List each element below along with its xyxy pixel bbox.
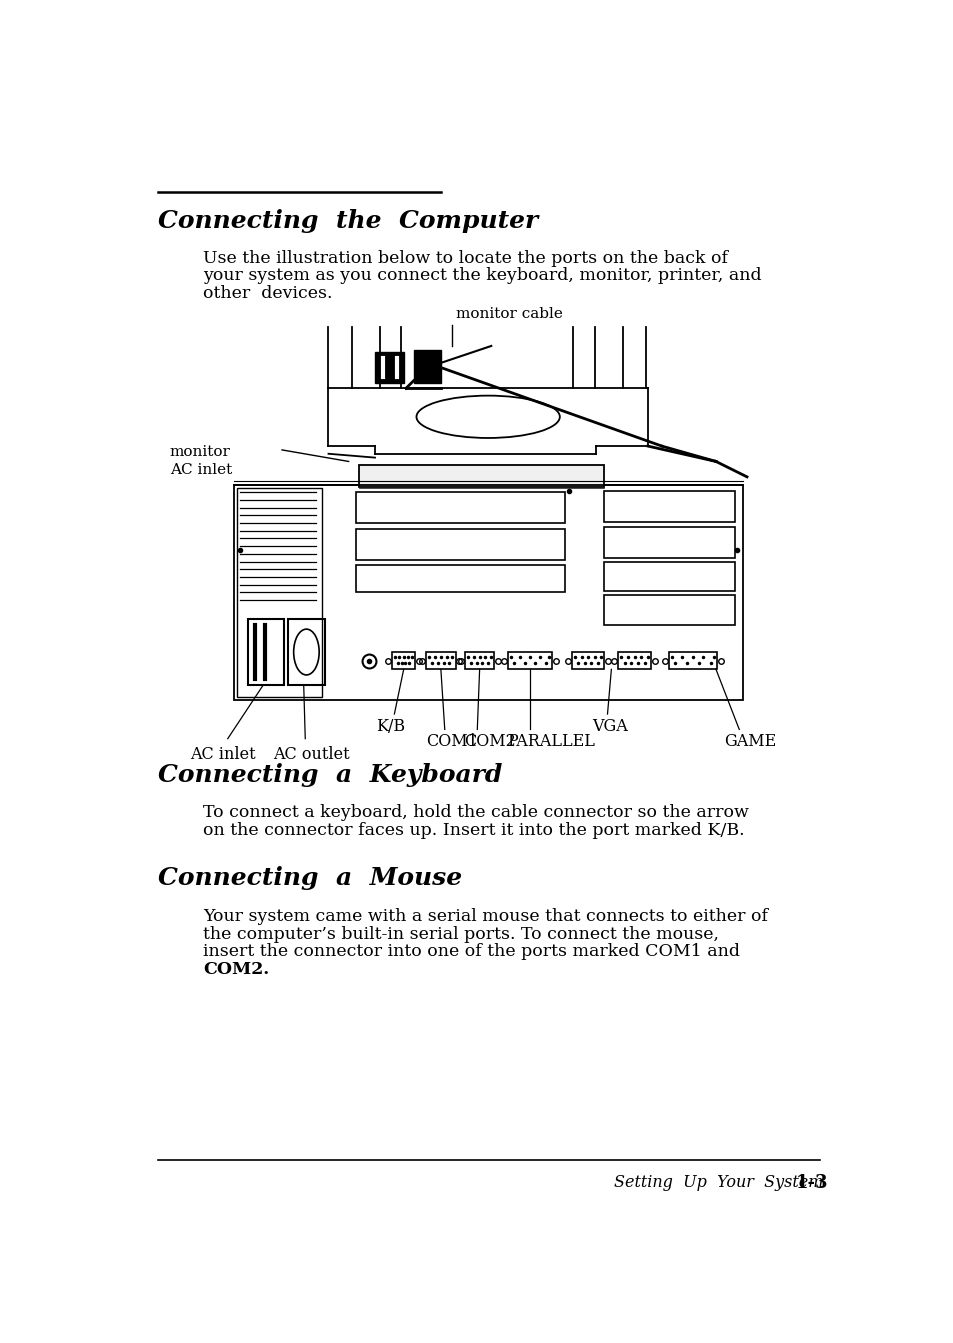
Text: GAME: GAME — [723, 733, 775, 751]
Text: Connecting  a  Mouse: Connecting a Mouse — [158, 866, 461, 889]
Text: Connecting  the  Computer: Connecting the Computer — [158, 210, 537, 232]
Text: To connect a keyboard, hold the cable connector so the arrow: To connect a keyboard, hold the cable co… — [203, 804, 748, 821]
Text: VGA: VGA — [592, 719, 627, 735]
Text: COM2: COM2 — [464, 733, 516, 751]
Text: Setting  Up  Your  System: Setting Up Your System — [613, 1174, 822, 1191]
Text: COM1: COM1 — [426, 733, 477, 751]
Text: insert the connector into one of the ports marked COM1 and: insert the connector into one of the por… — [203, 944, 740, 960]
Text: Use the illustration below to locate the ports on the back of: Use the illustration below to locate the… — [203, 250, 727, 267]
Polygon shape — [414, 349, 440, 383]
Text: on the connector faces up. Insert it into the port marked K/B.: on the connector faces up. Insert it int… — [203, 822, 743, 839]
Polygon shape — [359, 465, 603, 488]
Text: PARALLEL: PARALLEL — [506, 733, 594, 751]
Text: 1-3: 1-3 — [795, 1174, 827, 1191]
Text: COM2.: COM2. — [203, 962, 269, 978]
Text: K/B: K/B — [376, 719, 405, 735]
Text: the computer’s built-in serial ports. To connect the mouse,: the computer’s built-in serial ports. To… — [203, 925, 719, 943]
Polygon shape — [375, 352, 404, 383]
Text: monitor
AC inlet: monitor AC inlet — [170, 445, 232, 477]
Text: Connecting  a  Keyboard: Connecting a Keyboard — [158, 763, 502, 787]
Text: other  devices.: other devices. — [203, 285, 332, 302]
Text: Your system came with a serial mouse that connects to either of: Your system came with a serial mouse tha… — [203, 908, 767, 925]
Text: monitor cable: monitor cable — [456, 306, 562, 321]
Text: AC outlet: AC outlet — [273, 747, 349, 763]
Text: AC inlet: AC inlet — [191, 747, 256, 763]
Text: your system as you connect the keyboard, monitor, printer, and: your system as you connect the keyboard,… — [203, 267, 760, 285]
